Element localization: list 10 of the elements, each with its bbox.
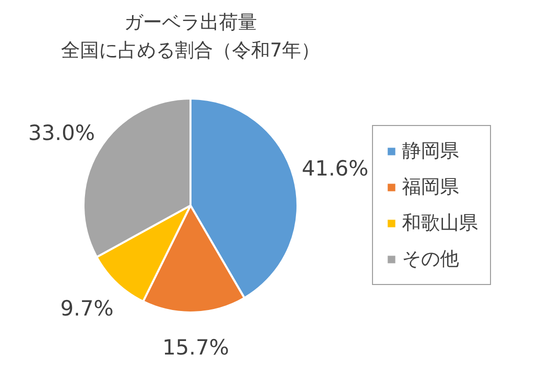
chart-subtitle: 全国に占める割合（令和7年）	[60, 40, 320, 62]
data-label: 9.7%	[60, 296, 114, 320]
legend-label: 静岡県	[402, 139, 459, 164]
data-label: 15.7%	[162, 336, 230, 360]
legend-label: 福岡県	[402, 175, 459, 200]
legend-label: その他	[402, 247, 459, 272]
chart-title: ガーベラ出荷量	[124, 12, 257, 34]
legend-label: 和歌山県	[402, 211, 478, 236]
data-label: 33.0%	[28, 121, 95, 146]
data-label: 41.6%	[302, 156, 368, 180]
